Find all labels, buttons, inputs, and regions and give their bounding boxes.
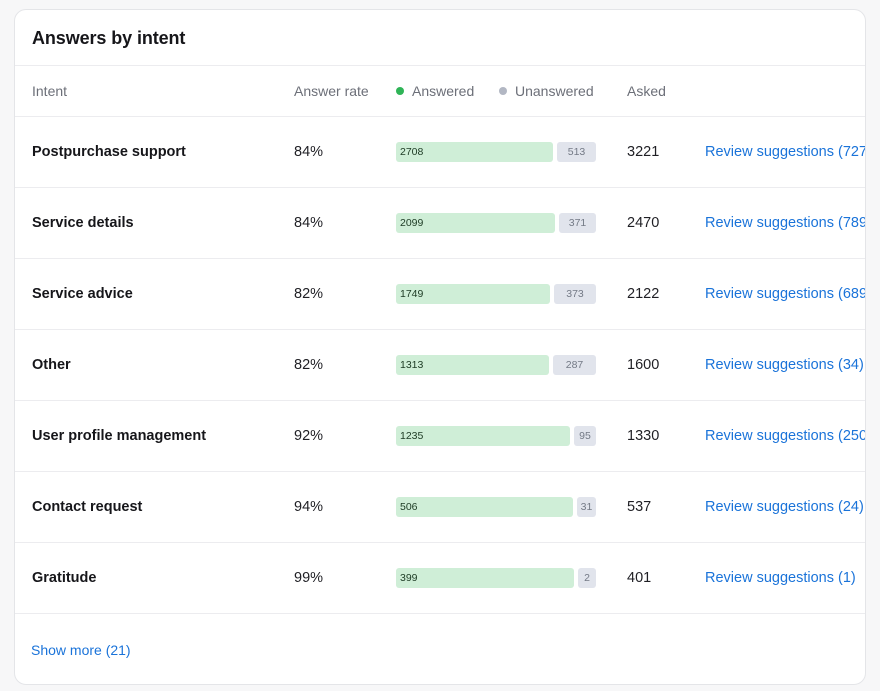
table-row: User profile management 92% 1235 95 1330 Revi… <box>15 401 866 472</box>
asked-count: 1330 <box>627 428 660 444</box>
column-header-answer-rate: Answer rate <box>294 83 369 99</box>
table-row: Contact request 94% 506 31 537 Review suggest… <box>15 472 865 543</box>
answered-bar: 2099 <box>396 213 555 233</box>
unanswered-bar: 31 <box>577 497 596 517</box>
header-divider <box>15 65 865 66</box>
table-row: Postpurchase support 84% 2708 513 3221 Review… <box>15 117 866 188</box>
answered-bar: 506 <box>396 497 573 517</box>
answered-bar: 2708 <box>396 142 553 162</box>
review-suggestions-link[interactable]: Review suggestions (34) <box>705 357 864 373</box>
show-more-link[interactable]: Show more (21) <box>31 642 131 658</box>
review-suggestions-link[interactable]: Review suggestions (727) <box>705 144 866 160</box>
intent-name: Contact request <box>32 499 143 515</box>
answered-unanswered-bar: 1313 287 <box>396 330 596 400</box>
row-divider <box>15 542 865 543</box>
table-row: Other 82% 1313 287 1600 Review suggestions (3… <box>15 330 865 401</box>
intent-name: Gratitude <box>32 570 97 586</box>
asked-count: 1600 <box>627 357 660 373</box>
unanswered-bar: 371 <box>559 213 596 233</box>
row-divider <box>15 400 865 401</box>
table-row: Service details 84% 2099 371 2470 Review sugg… <box>15 188 866 259</box>
table-row: Gratitude 99% 399 2 401 Review suggestions (1… <box>15 543 865 614</box>
unanswered-bar: 373 <box>554 284 596 304</box>
answers-by-intent-card: Answers by intent Intent Answer rate Ans… <box>14 9 866 685</box>
answer-rate: 92% <box>294 428 324 444</box>
asked-count: 2470 <box>627 215 660 231</box>
review-suggestions-link[interactable]: Review suggestions (1) <box>705 570 856 586</box>
unanswered-bar: 513 <box>557 142 596 162</box>
answer-rate: 99% <box>294 570 324 586</box>
answered-unanswered-bar: 1235 95 <box>396 401 596 471</box>
column-header-asked: Asked <box>627 83 666 99</box>
intent-name: Other <box>32 357 71 373</box>
row-divider <box>15 258 865 259</box>
intent-name: User profile management <box>32 428 207 444</box>
legend-unanswered-label: Unanswered <box>515 83 594 99</box>
legend-answered: Answered <box>396 83 474 99</box>
column-header-intent: Intent <box>32 83 68 99</box>
unanswered-bar: 287 <box>553 355 596 375</box>
answered-bar: 1749 <box>396 284 550 304</box>
row-divider <box>15 187 865 188</box>
answered-bar: 1313 <box>396 355 549 375</box>
answered-bar: 1235 <box>396 426 570 446</box>
unanswered-dot-icon <box>499 87 507 95</box>
answered-bar: 399 <box>396 568 574 588</box>
answer-rate: 94% <box>294 499 324 515</box>
review-suggestions-link[interactable]: Review suggestions (789) <box>705 215 866 231</box>
asked-count: 3221 <box>627 144 660 160</box>
row-divider <box>15 471 865 472</box>
answer-rate: 82% <box>294 357 324 373</box>
review-suggestions-link[interactable]: Review suggestions (689) <box>705 286 866 302</box>
answered-unanswered-bar: 506 31 <box>396 472 596 542</box>
asked-count: 537 <box>627 499 652 515</box>
answered-unanswered-bar: 399 2 <box>396 543 596 613</box>
review-suggestions-link[interactable]: Review suggestions (250) <box>705 428 866 444</box>
answer-rate: 84% <box>294 144 324 160</box>
answer-rate: 82% <box>294 286 324 302</box>
answered-unanswered-bar: 2708 513 <box>396 117 596 187</box>
asked-count: 2122 <box>627 286 660 302</box>
intent-name: Service advice <box>32 286 133 302</box>
answered-unanswered-bar: 1749 373 <box>396 259 596 329</box>
asked-count: 401 <box>627 570 652 586</box>
table-row: Service advice 82% 1749 373 2122 Review sugge… <box>15 259 866 330</box>
legend-unanswered: Unanswered <box>499 83 594 99</box>
column-header-divider <box>15 116 865 117</box>
row-divider <box>15 613 865 614</box>
card-title: Answers by intent <box>32 28 186 48</box>
unanswered-bar: 2 <box>578 568 596 588</box>
answered-unanswered-bar: 2099 371 <box>396 188 596 258</box>
row-divider <box>15 329 865 330</box>
intent-name: Postpurchase support <box>32 144 186 160</box>
legend-answered-label: Answered <box>412 83 475 99</box>
review-suggestions-link[interactable]: Review suggestions (24) <box>705 499 864 515</box>
answer-rate: 84% <box>294 215 324 231</box>
intent-name: Service details <box>32 215 134 231</box>
unanswered-bar: 95 <box>574 426 596 446</box>
answered-dot-icon <box>396 87 404 95</box>
